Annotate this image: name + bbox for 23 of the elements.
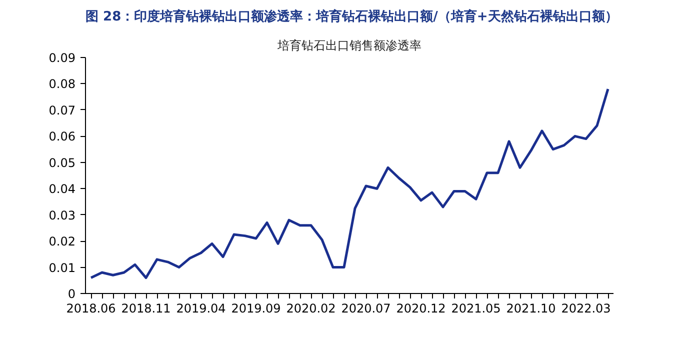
y-tick-label: 0.03 <box>48 208 76 222</box>
y-tick-label: 0.07 <box>48 103 76 118</box>
x-tick-label: 2019.09 <box>231 302 281 316</box>
x-tick-label: 2018.11 <box>121 302 171 316</box>
y-tick-label: 0.09 <box>48 51 76 65</box>
y-tick-label: 0.01 <box>48 260 76 275</box>
x-tick-label: 2020.12 <box>396 302 446 316</box>
line-series <box>90 88 610 280</box>
y-tick-label: 0.05 <box>48 156 76 170</box>
x-tick-label: 2018.06 <box>66 302 116 316</box>
y-tick-label: 0.02 <box>48 234 76 249</box>
y-tick-label: 0 <box>68 287 76 301</box>
chart-subtitle: 培育钻石出口销售额渗透率 <box>276 38 422 52</box>
y-tick-label: 0.08 <box>48 77 76 92</box>
x-tick-label: 2019.04 <box>176 302 226 316</box>
x-tick-label: 2020.07 <box>341 302 391 316</box>
y-tick-label: 0.04 <box>48 182 76 196</box>
x-tick-label: 2022.03 <box>561 302 611 316</box>
chart-title: 图 28：印度培育钻裸钻出口额渗透率：培育钻石裸钻出口额/（培育+天然钻石裸钻出口额） <box>86 8 618 24</box>
y-tick-label: 0.06 <box>48 130 76 144</box>
x-tick-label: 2020.02 <box>286 302 336 316</box>
x-tick-label: 2021.05 <box>451 302 501 316</box>
x-tick-label: 2021.10 <box>506 302 556 316</box>
